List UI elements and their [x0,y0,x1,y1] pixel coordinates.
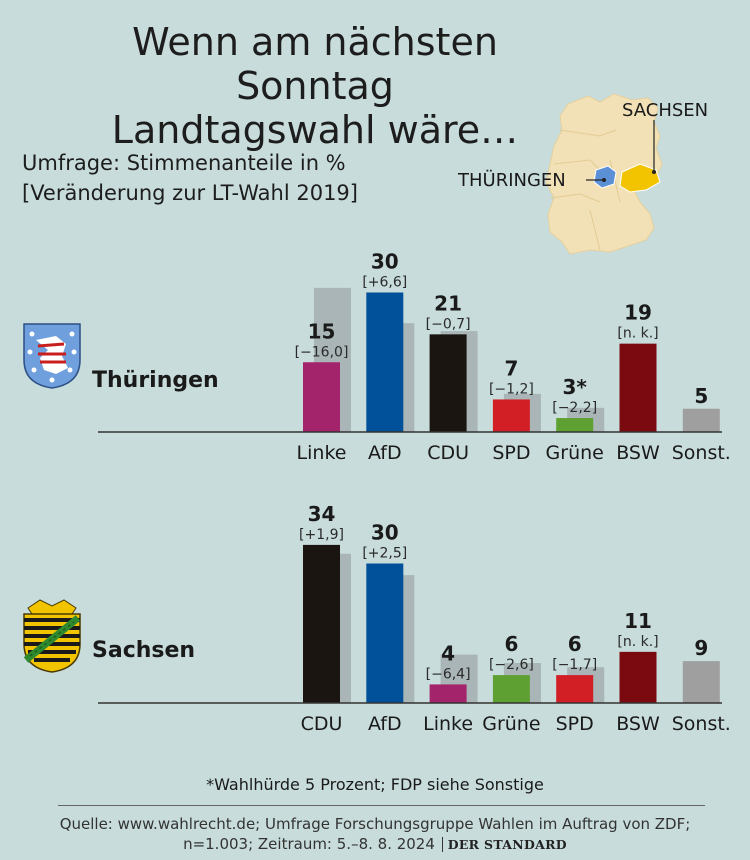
sachsen-category-label-2: Linke [423,713,473,735]
sachsen-change-label-5: [n. k.] [617,634,658,650]
sachsen-bar-6 [682,661,720,703]
sachsen-value-label-4: 6 [568,632,582,656]
sachsen-bar-0 [303,544,340,703]
sachsen-bar-1 [366,563,404,703]
thueringen-bar-0 [303,362,340,432]
thueringen-change-label-0: [−16,0] [295,344,349,360]
thueringen-value-label-4: 3* [563,375,588,399]
thueringen-category-label-3: SPD [492,442,530,464]
sachsen-crest-icon [23,599,81,673]
sachsen-value-label-5: 11 [624,609,652,633]
thueringen-bar-5 [619,343,657,432]
state-label-sachsen: Sachsen [92,638,196,663]
thueringen-value-label-6: 5 [694,384,708,408]
sachsen-bar-2 [429,684,467,703]
thueringen-value-label-5: 19 [624,301,652,325]
source-line-1: Quelle: www.wahlrecht.de; Umfrage Forsch… [59,815,691,833]
thueringen-category-label-2: CDU [427,442,469,464]
title-line-2: Landtagswahl wäre… [111,108,519,152]
sachsen-category-label-6: Sonst. [672,713,731,735]
map-label-thueringen: THÜRINGEN [457,169,566,191]
state-label-thueringen: Thüringen [92,368,219,393]
thueringen-value-label-2: 21 [434,291,462,315]
sachsen-bar-4 [556,675,594,703]
sachsen-value-label-0: 34 [308,502,336,526]
subtitle-line-2: [Veränderung zur LT-Wahl 2019] [22,181,358,205]
thueringen-bar-3 [492,399,530,432]
thueringen-bar-1 [366,292,404,432]
map-label-sachsen: SACHSEN [622,100,708,121]
subtitle-line-1: Umfrage: Stimmenanteile in % [22,151,346,175]
thueringen-dot [602,178,606,182]
sachsen-change-label-1: [+2,5] [362,546,407,562]
thueringen-change-label-4: [−2,2] [552,400,597,416]
sachsen-value-label-3: 6 [504,632,518,656]
sachsen-dot [652,170,656,174]
sachsen-change-label-2: [−6,4] [426,666,471,682]
sachsen-category-label-1: AfD [368,713,402,735]
thueringen-value-label-1: 30 [371,250,399,274]
thueringen-region [593,165,617,189]
thueringen-bar-2 [429,334,467,432]
sachsen-bar-5 [619,651,657,703]
footer-divider [58,805,705,806]
source-line-2: n=1.003; Zeitraum: 5.–8. 8. 2024 [183,835,435,853]
bar-charts: 15[−16,0]Linke30[+6,6]AfD21[−0,7]CDU7[−1… [98,250,731,735]
publisher-logo: DER STANDARD [441,837,567,852]
chart-subtitle: Umfrage: Stimmenanteile in % [Veränderun… [22,148,358,208]
thueringen-value-label-3: 7 [504,356,518,380]
sachsen-change-label-4: [−1,7] [552,657,597,673]
thueringen-value-label-0: 15 [308,319,336,343]
thueringen-change-label-2: [−0,7] [426,316,471,332]
sachsen-value-label-6: 9 [694,636,708,660]
thueringen-crest-icon [23,323,81,389]
thueringen-change-label-3: [−1,2] [489,381,534,397]
footnote: *Wahlhürde 5 Prozent; FDP siehe Sonstige [206,775,544,794]
thueringen-bar-6 [682,408,720,432]
sachsen-bar-3 [492,675,530,703]
thueringen-category-label-0: Linke [297,442,347,464]
thueringen-bar-4 [556,418,594,432]
sachsen-category-label-5: BSW [616,713,660,735]
sachsen-category-label-0: CDU [301,713,343,735]
thueringen-category-label-5: BSW [616,442,660,464]
title-line-1: Wenn am nächsten Sonntag [132,20,498,108]
sachsen-change-label-0: [+1,9] [299,527,344,543]
thueringen-change-label-5: [n. k.] [617,326,658,342]
sachsen-region [619,163,661,193]
sachsen-value-label-1: 30 [371,521,399,545]
thueringen-category-label-4: Grüne [546,442,604,464]
sachsen-category-label-3: Grüne [482,713,540,735]
thueringen-category-label-6: Sonst. [672,442,731,464]
sachsen-category-label-4: SPD [556,713,594,735]
thueringen-category-label-1: AfD [368,442,402,464]
source-credit: Quelle: www.wahlrecht.de; Umfrage Forsch… [30,814,720,855]
sachsen-change-label-3: [−2,6] [489,657,534,673]
sachsen-value-label-2: 4 [441,641,455,665]
thueringen-change-label-1: [+6,6] [362,275,407,291]
germany-map: SACHSEN THÜRINGEN [457,93,708,255]
chart-title: Wenn am nächsten Sonntag Landtagswahl wä… [60,20,570,152]
